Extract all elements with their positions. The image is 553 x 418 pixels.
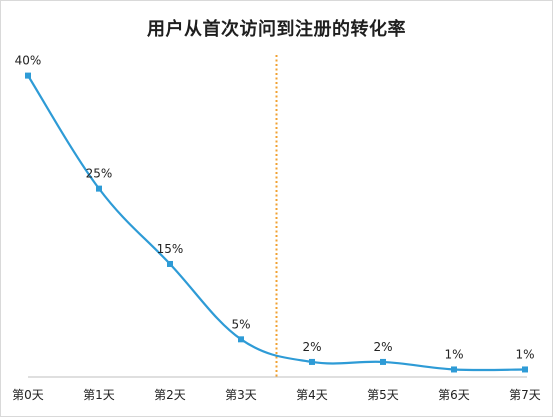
data-point-5 (380, 358, 386, 365)
x-tick-label-7: 第7天 (509, 388, 541, 402)
data-label-7: 1% (515, 347, 534, 361)
data-label-4: 2% (302, 340, 321, 354)
data-label-2: 15% (157, 242, 184, 256)
data-point-7 (522, 366, 528, 373)
data-point-2 (167, 260, 173, 267)
data-label-0: 40% (15, 54, 42, 68)
x-tick-label-6: 第6天 (438, 388, 470, 402)
x-tick-label-0: 第0天 (12, 388, 44, 402)
data-point-0 (25, 72, 31, 79)
x-tick-label-5: 第5天 (367, 388, 399, 402)
data-point-4 (309, 358, 315, 365)
data-label-1: 25% (86, 167, 113, 181)
data-label-5: 2% (373, 340, 392, 354)
data-label-3: 5% (231, 317, 250, 331)
data-point-1 (96, 185, 102, 192)
chart-title: 用户从首次访问到注册的转化率 (147, 19, 406, 40)
x-tick-label-3: 第3天 (225, 388, 257, 402)
data-point-6 (451, 366, 457, 373)
data-label-6: 1% (444, 347, 463, 361)
data-point-3 (238, 336, 244, 343)
x-tick-label-1: 第1天 (83, 388, 115, 402)
x-tick-label-2: 第2天 (154, 388, 186, 402)
x-tick-label-4: 第4天 (296, 388, 328, 402)
